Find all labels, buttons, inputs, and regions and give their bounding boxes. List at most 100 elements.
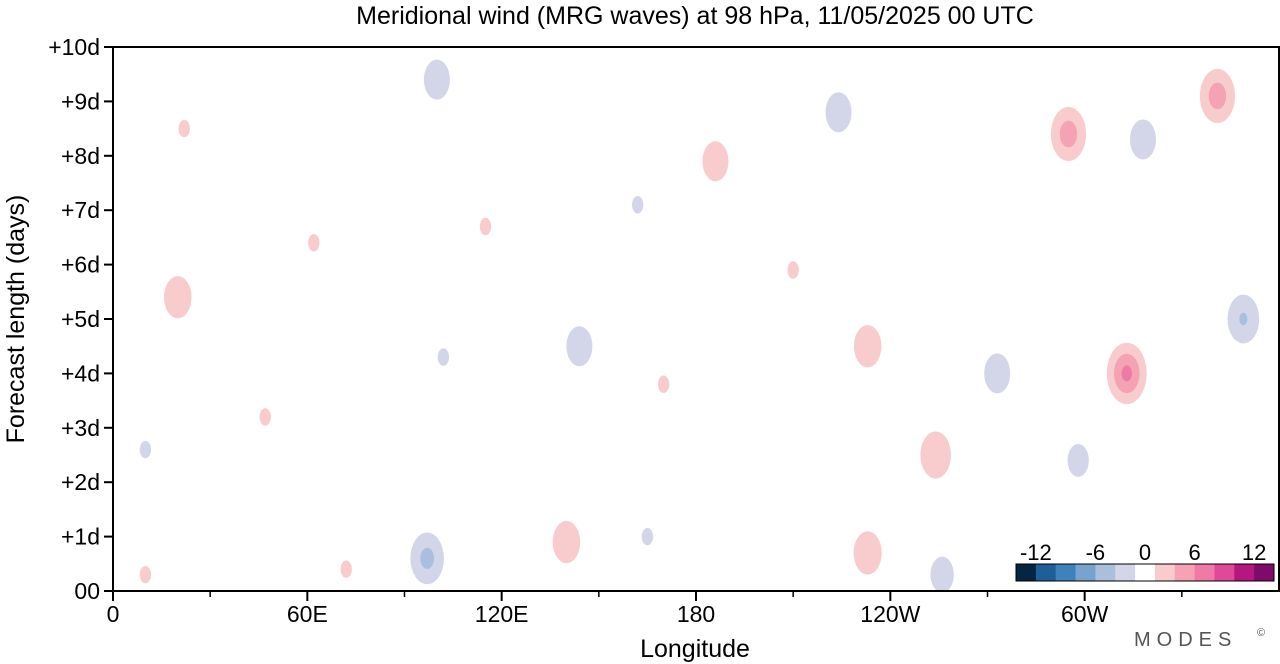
contour-feature-22 — [984, 353, 1011, 394]
contour-feature-13 — [641, 527, 654, 546]
colorbar-swatch — [1075, 564, 1096, 581]
contour-feature-21 — [825, 92, 852, 133]
colorbar-swatch — [1174, 564, 1196, 581]
contour-level — [1239, 312, 1248, 326]
contour-level — [641, 527, 654, 546]
contour-level — [423, 59, 450, 100]
contour-feature-0 — [164, 276, 192, 319]
contour-feature-19 — [853, 531, 882, 575]
y-tick-label: +4d — [61, 360, 100, 386]
contour-level — [139, 440, 152, 459]
x-axis-label: Longitude — [640, 635, 750, 663]
colorbar-swatch — [1115, 564, 1136, 581]
contour-level — [1208, 82, 1227, 110]
contour-feature-28 — [1067, 444, 1089, 477]
colorbar-frame — [1015, 563, 1275, 582]
x-tick-label: 120E — [475, 601, 529, 627]
y-tick-label: +5d — [61, 306, 100, 332]
colorbar: -12 -6 0 6 12 — [1012, 537, 1278, 583]
contour-level — [702, 141, 729, 182]
x-axis: 0 60E 120E 180 120W 60W — [107, 591, 1183, 627]
contour-level — [139, 565, 152, 584]
contour-level — [853, 531, 882, 575]
contour-level — [552, 520, 581, 564]
contour-feature-20 — [920, 431, 951, 479]
colorbar-swatch — [1194, 564, 1215, 581]
x-tick-label: 120W — [860, 601, 920, 627]
plot-frame — [112, 46, 1280, 592]
x-tick-label: 0 — [107, 601, 120, 627]
colorbar-swatch — [1214, 564, 1235, 581]
colorbar-tick-label: 0 — [1139, 540, 1151, 565]
x-tick-label: 60W — [1061, 601, 1109, 627]
contour-feature-1 — [178, 119, 190, 138]
y-tick-label: +10d — [48, 34, 100, 60]
contour-feature-8 — [410, 532, 444, 585]
contour-feature-16 — [657, 375, 670, 394]
colorbar-tick-label: 6 — [1188, 540, 1200, 565]
contour-level — [340, 560, 352, 578]
contour-level — [657, 375, 670, 394]
contour-level — [308, 234, 320, 252]
contour-feature-3 — [259, 408, 271, 426]
contour-level — [420, 547, 435, 569]
y-tick-label: 00 — [74, 578, 100, 604]
contour-level — [1129, 119, 1156, 160]
contour-feature-26 — [1129, 119, 1156, 160]
contour-feature-27 — [1227, 294, 1260, 344]
contour-feature-14 — [479, 217, 492, 236]
contour-field — [139, 59, 1260, 591]
brand-logo: MODES — [1134, 629, 1237, 651]
contour-feature-17 — [787, 261, 799, 279]
colorbar-swatch — [1234, 564, 1255, 581]
chart-title: Meridional wind (MRG waves) at 98 hPa, 1… — [356, 2, 1034, 30]
y-tick-label: +1d — [61, 524, 100, 550]
colorbar-tick-label: -12 — [1020, 540, 1052, 565]
contour-feature-11 — [566, 326, 593, 367]
colorbar-swatch — [1095, 564, 1116, 581]
contour-level — [930, 556, 954, 591]
contour-level — [984, 353, 1011, 394]
contour-level — [632, 196, 644, 214]
y-tick-label: +8d — [61, 143, 100, 169]
contour-feature-4 — [340, 560, 352, 578]
contour-feature-6 — [139, 440, 152, 459]
y-tick-label: +2d — [61, 469, 100, 495]
y-tick-label: +7d — [61, 197, 100, 223]
x-tick-label: 60E — [287, 601, 328, 627]
contour-level — [259, 408, 271, 426]
contour-feature-7 — [423, 59, 450, 100]
contour-feature-10 — [552, 520, 581, 564]
colorbar-tick-label: -6 — [1086, 540, 1106, 565]
contour-level — [479, 217, 492, 236]
contour-feature-25 — [1199, 68, 1236, 124]
contour-level — [1059, 120, 1078, 148]
contour-feature-18 — [853, 325, 882, 368]
contour-level — [853, 325, 882, 368]
colorbar-swatch — [1154, 564, 1176, 581]
contour-feature-5 — [308, 234, 320, 252]
contour-feature-15 — [702, 141, 729, 182]
colorbar-swatch — [1135, 564, 1156, 581]
contour-level — [164, 276, 192, 319]
colorbar-swatch — [1055, 564, 1076, 581]
colorbar-swatch — [1016, 564, 1037, 581]
y-axis-label: Forecast length (days) — [2, 195, 30, 444]
contour-level — [1067, 444, 1089, 477]
contour-level — [920, 431, 951, 479]
contour-feature-23 — [1050, 106, 1087, 162]
contour-feature-9 — [437, 348, 450, 366]
contour-level — [437, 348, 450, 366]
contour-level — [1121, 365, 1132, 382]
colorbar-swatch — [1254, 564, 1275, 581]
contour-level — [178, 119, 190, 138]
contour-feature-2 — [139, 565, 152, 584]
contour-level — [787, 261, 799, 279]
y-tick-label: +9d — [61, 88, 100, 114]
contour-feature-24 — [1106, 342, 1147, 405]
colorbar-tick-label: 12 — [1242, 540, 1266, 565]
brand-copyright-mark: © — [1257, 627, 1265, 639]
contour-feature-29 — [930, 556, 954, 591]
x-tick-label: 180 — [677, 601, 715, 627]
